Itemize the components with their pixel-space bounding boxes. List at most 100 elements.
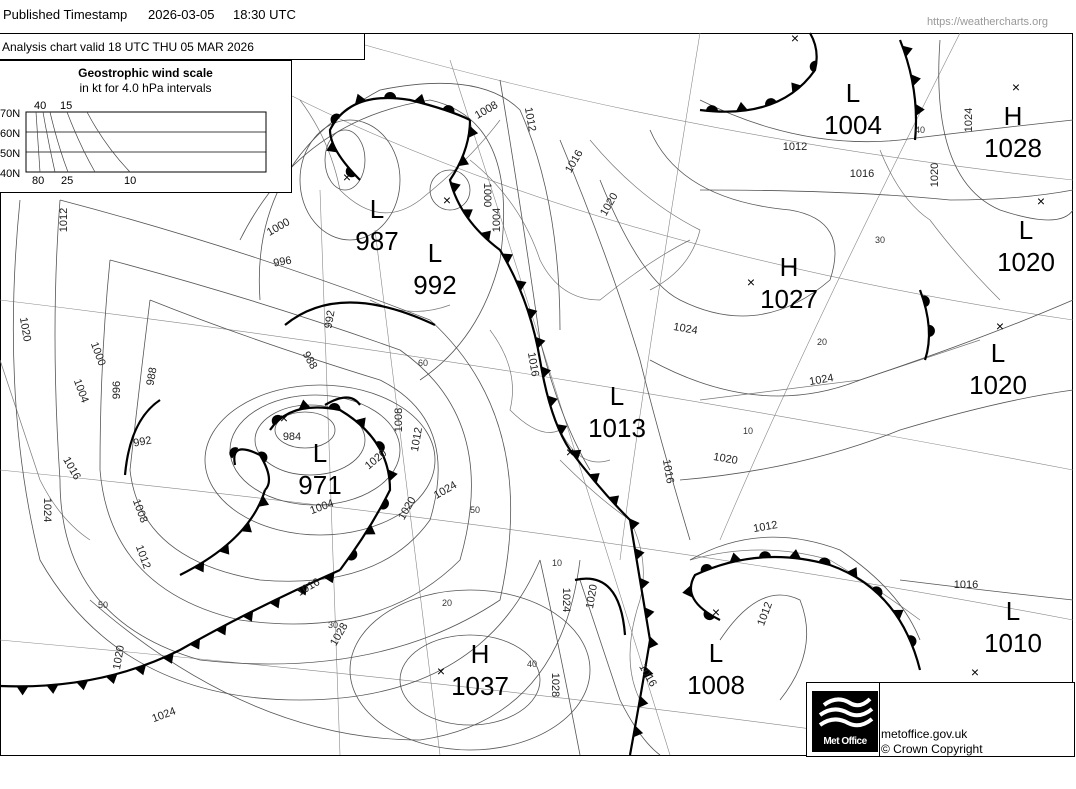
pressure-centre-value: 971 bbox=[298, 470, 341, 500]
warm-front-semicircle bbox=[818, 557, 831, 566]
wind-scale-subtitle: in kt for 4.0 hPa intervals bbox=[79, 81, 212, 95]
latitude-label: 40 bbox=[527, 659, 537, 669]
copyright: © Crown Copyright bbox=[881, 742, 983, 756]
isobar-label: 1028 bbox=[549, 673, 561, 697]
cold-front bbox=[16, 572, 335, 696]
pressure-centre-type: H bbox=[471, 639, 490, 669]
isobar-label: 1012 bbox=[409, 426, 425, 452]
isobar-label: 1008 bbox=[393, 408, 405, 432]
cold-front bbox=[450, 126, 659, 738]
occ-front bbox=[326, 92, 455, 178]
centre-cross-icon: × bbox=[791, 30, 799, 46]
isobar-label: 996 bbox=[111, 381, 123, 399]
pressure-centre-type: L bbox=[846, 78, 860, 108]
warm-front bbox=[922, 295, 935, 337]
warm-front-semicircle bbox=[345, 166, 356, 178]
cold-front-triangle bbox=[588, 473, 600, 484]
warm-front-semicircle bbox=[872, 586, 883, 597]
pressure-centre-value: 1028 bbox=[984, 133, 1042, 163]
cold-front-triangle bbox=[915, 103, 925, 116]
isobar-label: 1024 bbox=[560, 588, 572, 612]
isobar-label: 992 bbox=[323, 309, 338, 329]
pressure-centres: L1004×H1028×L987×L992×H1027×L1020×L1020×… bbox=[280, 30, 1055, 701]
isobar-label: 984 bbox=[283, 431, 301, 443]
scale-bottom-25: 25 bbox=[61, 175, 73, 187]
published-date: 2026-03-05 bbox=[148, 7, 215, 22]
occ-front bbox=[682, 549, 917, 647]
warm-front-semicircle bbox=[375, 441, 385, 453]
warm-front-semicircle bbox=[442, 105, 455, 114]
cold-front-triangle bbox=[535, 336, 546, 349]
cold-front-triangle bbox=[644, 607, 655, 620]
isobar-label: 1004 bbox=[491, 208, 503, 232]
latitude-label: 20 bbox=[442, 598, 452, 608]
latitude-label: 60 bbox=[418, 358, 428, 368]
isobar-label: 1012 bbox=[58, 208, 70, 232]
cold-front-triangle bbox=[218, 543, 230, 555]
cold-front-triangle bbox=[639, 577, 650, 590]
warm-front-semicircle bbox=[271, 414, 283, 425]
wind-scale-graph: 70N 60N 50N 40N 40 15 80 25 10 bbox=[0, 100, 267, 187]
cold-front-triangle bbox=[735, 101, 748, 112]
met-office-footer: Met Office metoffice.gov.uk © Crown Copy… bbox=[806, 682, 1075, 757]
scale-top-40: 40 bbox=[34, 100, 46, 112]
cold-front-triangle bbox=[258, 495, 270, 507]
latitude-label: 50 bbox=[470, 505, 480, 515]
scale-bottom-80: 80 bbox=[32, 175, 44, 187]
cold-front-triangle bbox=[193, 561, 205, 573]
pressure-centre-type: L bbox=[1006, 596, 1020, 626]
cold-front-triangle bbox=[189, 638, 201, 650]
centre-cross-icon: × bbox=[747, 274, 755, 290]
cold-front-triangle bbox=[608, 495, 620, 506]
isobar-label: 1016 bbox=[850, 168, 874, 180]
pressure-centre-type: L bbox=[370, 194, 384, 224]
latitude-label: 30 bbox=[328, 620, 338, 630]
pressure-centre-type: L bbox=[428, 238, 442, 268]
cold-front-triangle bbox=[480, 230, 491, 242]
lat-60n: 60N bbox=[0, 128, 20, 140]
cold-front-triangle bbox=[648, 636, 659, 649]
pressure-centre-value: 1037 bbox=[451, 671, 509, 701]
fronts bbox=[0, 32, 935, 756]
cold-front-triangle bbox=[902, 45, 913, 57]
latitude-label: 10 bbox=[743, 426, 753, 436]
warm-front-semicircle bbox=[700, 564, 713, 573]
isobar-label: 1016 bbox=[954, 579, 978, 591]
latitude-label: 30 bbox=[875, 235, 885, 245]
pressure-centre-type: L bbox=[610, 381, 624, 411]
warm-front-semicircle bbox=[328, 403, 341, 410]
cold-front-triangle bbox=[789, 549, 801, 559]
cold-front-triangle bbox=[162, 653, 174, 664]
pressure-centre-value: 992 bbox=[413, 270, 456, 300]
cold-front-triangle bbox=[729, 552, 742, 563]
isobar-label: 1020 bbox=[929, 163, 941, 187]
isobar-label: 1024 bbox=[808, 372, 834, 388]
isobar-label: 1024 bbox=[963, 108, 975, 132]
cold-front-triangle bbox=[16, 686, 29, 696]
cold-front-triangle bbox=[570, 449, 582, 461]
isobar-label: 1012 bbox=[522, 106, 538, 132]
pressure-centre-value: 1020 bbox=[969, 370, 1027, 400]
pressure-centre-type: L bbox=[1019, 215, 1033, 245]
isobar-label: 1020 bbox=[17, 316, 33, 342]
warm-front bbox=[229, 447, 268, 463]
warm-front-semicircle bbox=[908, 635, 917, 647]
cold-front-triangle bbox=[502, 253, 513, 264]
wind-scale-title: Geostrophic wind scale bbox=[78, 66, 213, 80]
isobar-label: 1020 bbox=[584, 583, 600, 609]
pressure-centre-type: L bbox=[991, 338, 1005, 368]
isobar-label: 1020 bbox=[712, 451, 738, 467]
cold-front-triangle bbox=[354, 93, 367, 105]
site-link[interactable]: metoffice.gov.uk bbox=[881, 727, 968, 741]
latitude-label: 10 bbox=[552, 558, 562, 568]
isobar-label: 996 bbox=[272, 255, 292, 270]
warm-front-semicircle bbox=[922, 295, 930, 308]
warm-front-semicircle bbox=[759, 551, 772, 558]
centre-cross-icon: × bbox=[971, 664, 979, 680]
published-label: Published Timestamp bbox=[3, 7, 128, 22]
scale-bottom-10: 10 bbox=[124, 175, 136, 187]
cold-front-triangle bbox=[215, 624, 227, 636]
source-link[interactable]: https://weathercharts.org bbox=[926, 16, 1048, 28]
warm-front-semicircle bbox=[258, 451, 268, 463]
centre-cross-icon: × bbox=[280, 410, 288, 426]
